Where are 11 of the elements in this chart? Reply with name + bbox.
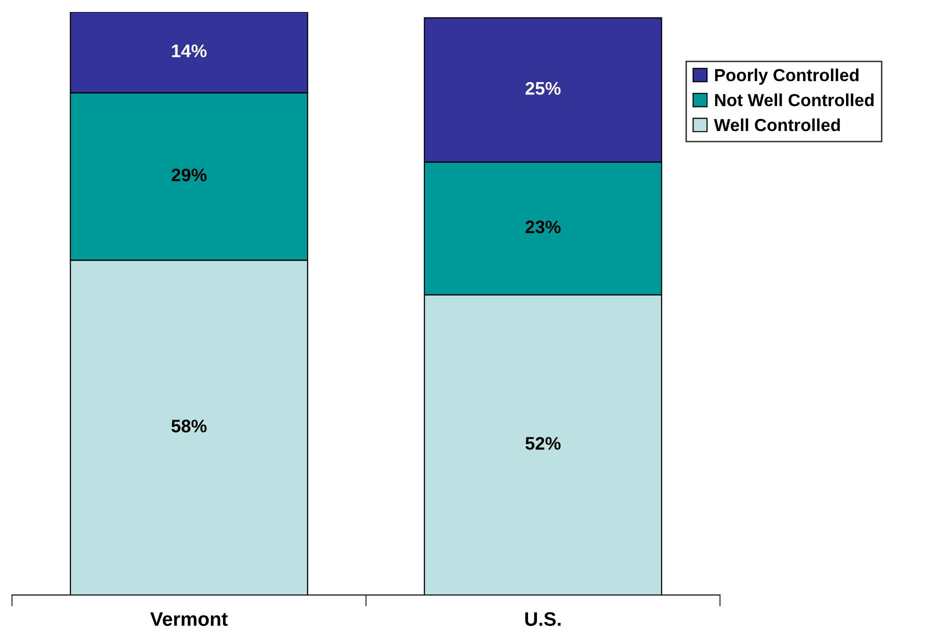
- data-label: 23%: [526, 220, 561, 234]
- legend-label: Poorly Controlled: [715, 68, 858, 85]
- data-label: 52%: [525, 436, 561, 450]
- legend-label: Well Controlled: [714, 118, 840, 132]
- data-label: 58%: [171, 420, 207, 432]
- x-tick-label: U.S.: [525, 612, 561, 626]
- data-label: 29%: [172, 168, 207, 182]
- x-tick-label: Vermont: [150, 612, 228, 626]
- data-label: 14%: [172, 44, 207, 58]
- legend-label: Not Well Controlled: [715, 93, 874, 106]
- data-label: 25%: [526, 82, 561, 95]
